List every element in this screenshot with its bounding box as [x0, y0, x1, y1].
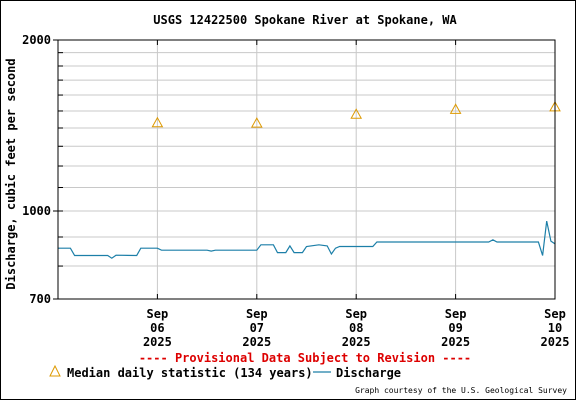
median-point — [449, 103, 462, 114]
legend-median-label: Median daily statistic (134 years) — [67, 366, 313, 380]
x-tick-label: 07 — [250, 321, 264, 335]
provisional-notice: ---- Provisional Data Subject to Revisio… — [139, 351, 471, 365]
x-axis-ticks: Sep062025Sep072025Sep082025Sep092025Sep1… — [143, 40, 570, 349]
legend-median-triangle-icon — [49, 364, 61, 377]
y-tick-label: 1000 — [22, 204, 51, 218]
credit-text: Graph courtesy of the U.S. Geological Su… — [355, 386, 567, 395]
chart-title: USGS 12422500 Spokane River at Spokane, … — [153, 13, 457, 27]
discharge-series — [58, 220, 556, 259]
x-tick-label: 2025 — [143, 335, 172, 349]
x-tick-label: Sep — [445, 307, 467, 321]
median-series — [151, 100, 561, 128]
x-tick-label: 2025 — [342, 335, 371, 349]
x-tick-label: 08 — [349, 321, 363, 335]
x-tick-label: Sep — [345, 307, 367, 321]
discharge-line — [58, 220, 556, 259]
x-tick-label: 2025 — [441, 335, 470, 349]
x-tick-label: 10 — [548, 321, 562, 335]
median-point — [151, 116, 164, 128]
y-tick-label: 2000 — [22, 33, 51, 47]
x-tick-label: Sep — [147, 307, 169, 321]
median-point — [350, 108, 363, 119]
y-axis-label: Discharge, cubic feet per second — [4, 58, 18, 289]
x-tick-label: 2025 — [242, 335, 271, 349]
legend: Median daily statistic (134 years) Disch… — [49, 364, 401, 380]
grid — [58, 40, 556, 299]
median-point — [250, 117, 263, 128]
x-tick-label: 06 — [150, 321, 164, 335]
x-tick-label: 09 — [448, 321, 462, 335]
y-tick-label: 700 — [29, 292, 51, 306]
legend-discharge-label: Discharge — [336, 366, 401, 380]
y-axis-ticks: 700 1000 2000 — [22, 33, 63, 306]
x-tick-label: Sep — [544, 307, 566, 321]
x-tick-label: Sep — [246, 307, 268, 321]
plot-area-border — [57, 39, 556, 300]
x-tick-label: 2025 — [541, 335, 570, 349]
